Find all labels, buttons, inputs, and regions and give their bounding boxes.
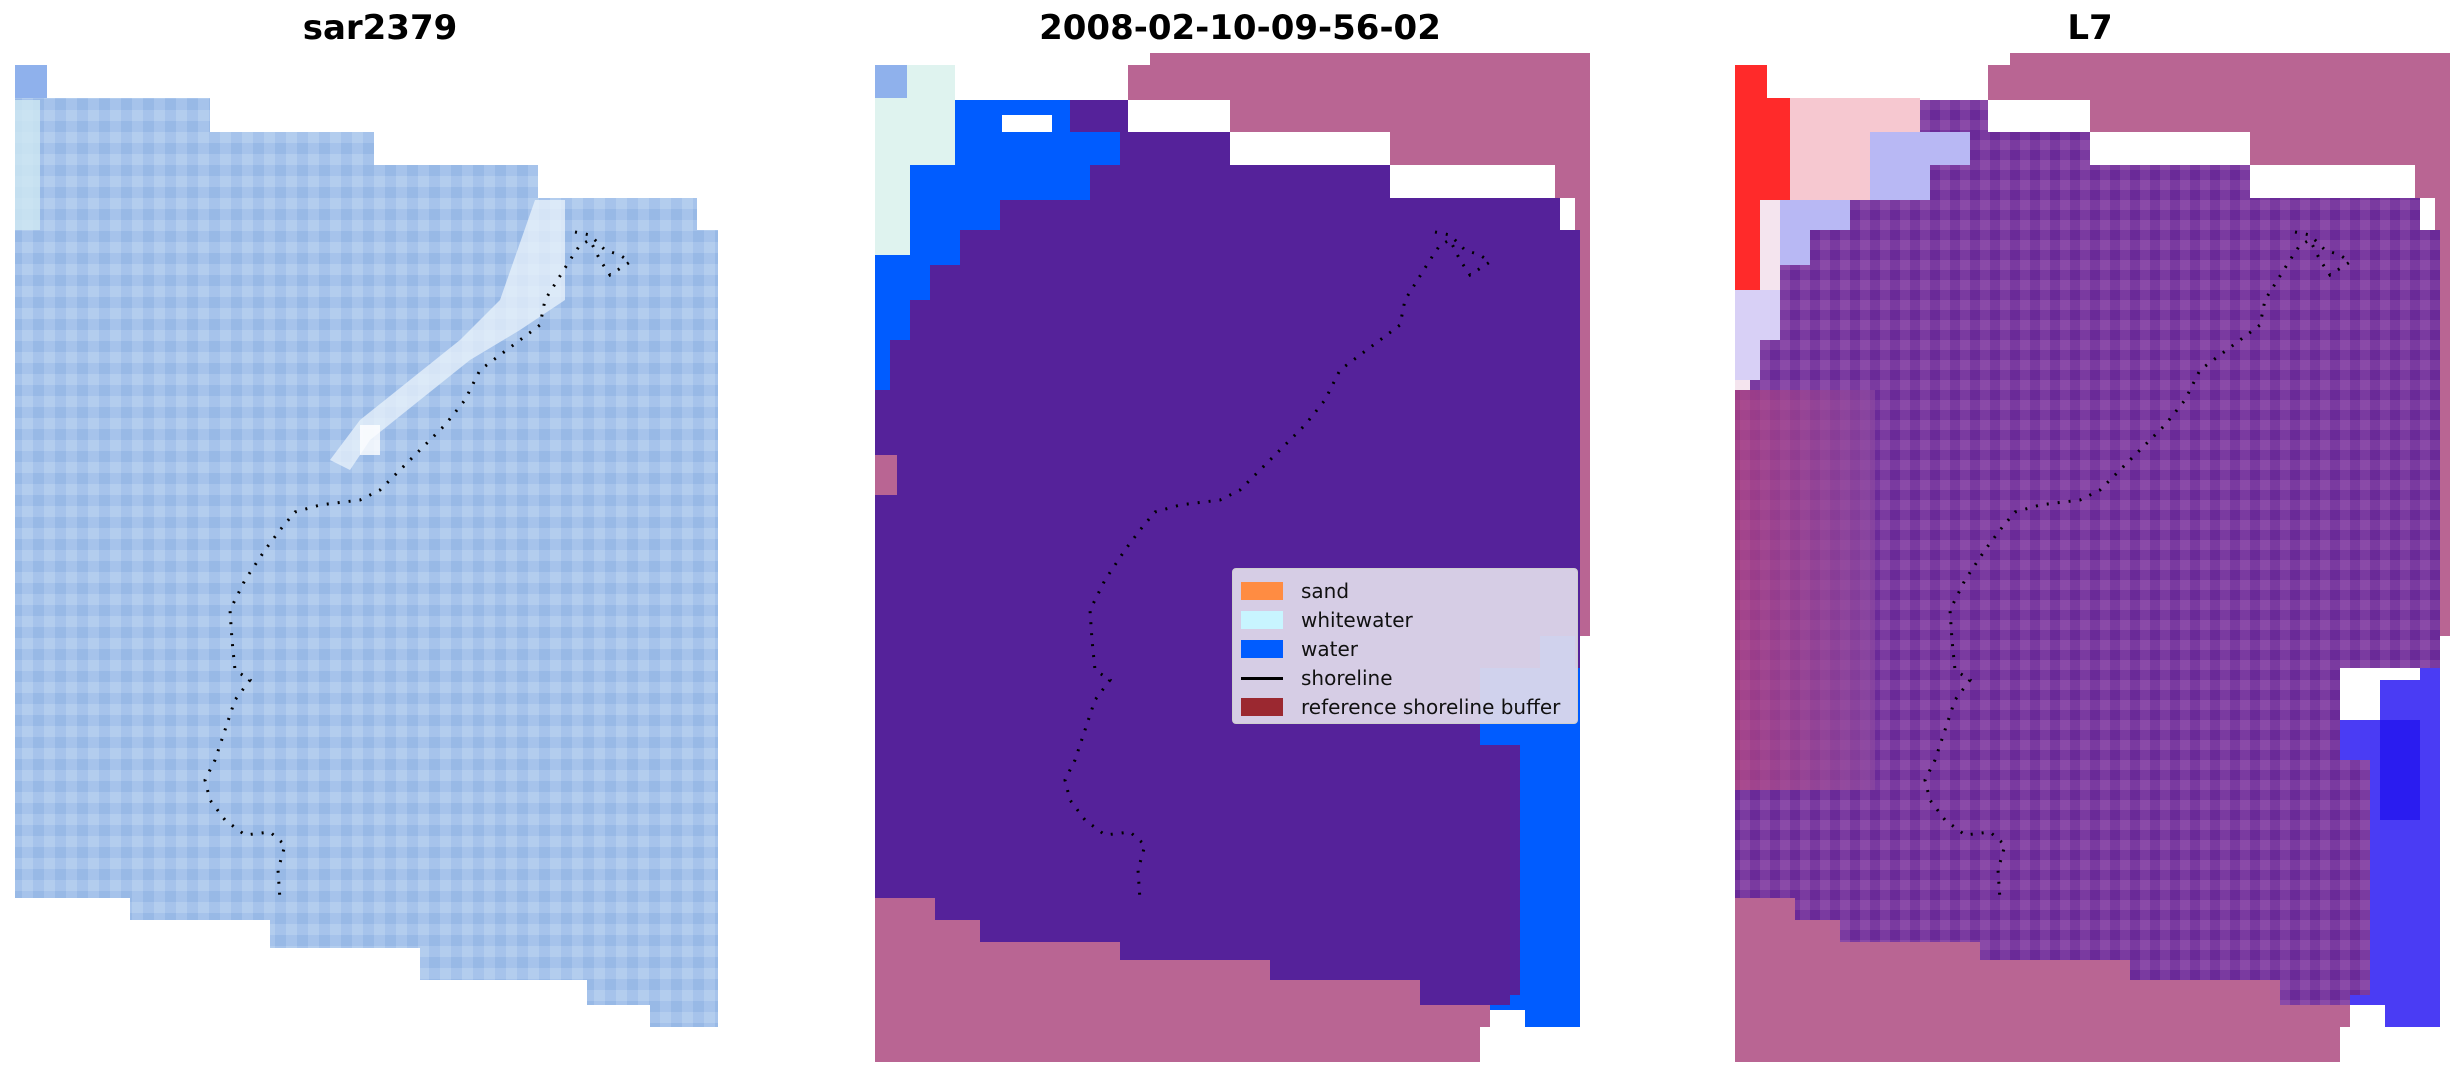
water-swatch (1241, 640, 1283, 658)
legend-label: shoreline (1301, 666, 1393, 690)
legend-label: whitewater (1301, 608, 1413, 632)
sand-swatch (1241, 582, 1283, 600)
shoreline (1923, 230, 2353, 901)
water-top-left (875, 100, 1120, 390)
legend-item-whitewater: whitewater (1241, 606, 1413, 634)
l7-image (1735, 53, 2450, 1062)
land-area (875, 100, 1580, 1027)
water-right (1480, 636, 1580, 1027)
panel-title: L7 (2067, 8, 2113, 48)
panel-title: 2008-02-10-09-56-02 (1039, 8, 1441, 48)
buffer-top-right (1128, 53, 1590, 636)
legend: sand whitewater water shoreline referenc… (1232, 568, 1578, 724)
buffer-bottom (1735, 898, 2350, 1062)
legend-label: reference shoreline buffer (1301, 695, 1561, 719)
buffer-top-right (1988, 53, 2450, 636)
shoreline-swatch (1241, 676, 1283, 680)
classification-image (875, 53, 1590, 1062)
legend-label: water (1301, 637, 1358, 661)
sar-image (15, 65, 718, 1027)
panel-title: sar2379 (302, 8, 458, 48)
legend-item-buffer: reference shoreline buffer (1241, 693, 1560, 721)
panel-sar2379: sar2379 (0, 0, 760, 1075)
sar-footprint (15, 65, 718, 1027)
shoreline (203, 230, 633, 901)
legend-item-sand: sand (1241, 577, 1349, 605)
panel-l7: L7 (1720, 0, 2460, 1075)
legend-item-water: water (1241, 635, 1358, 663)
land-area (1735, 100, 2440, 1027)
whitewater-top-left (875, 65, 955, 255)
whitewater-swatch (1241, 611, 1283, 629)
legend-label: sand (1301, 579, 1350, 603)
shoreline (1063, 230, 1493, 901)
buffer-bottom (875, 898, 1490, 1062)
legend-item-shoreline: shoreline (1241, 664, 1393, 692)
panel-classification: 2008-02-10-09-56-02 (860, 0, 1620, 1075)
buffer-swatch (1241, 698, 1283, 716)
